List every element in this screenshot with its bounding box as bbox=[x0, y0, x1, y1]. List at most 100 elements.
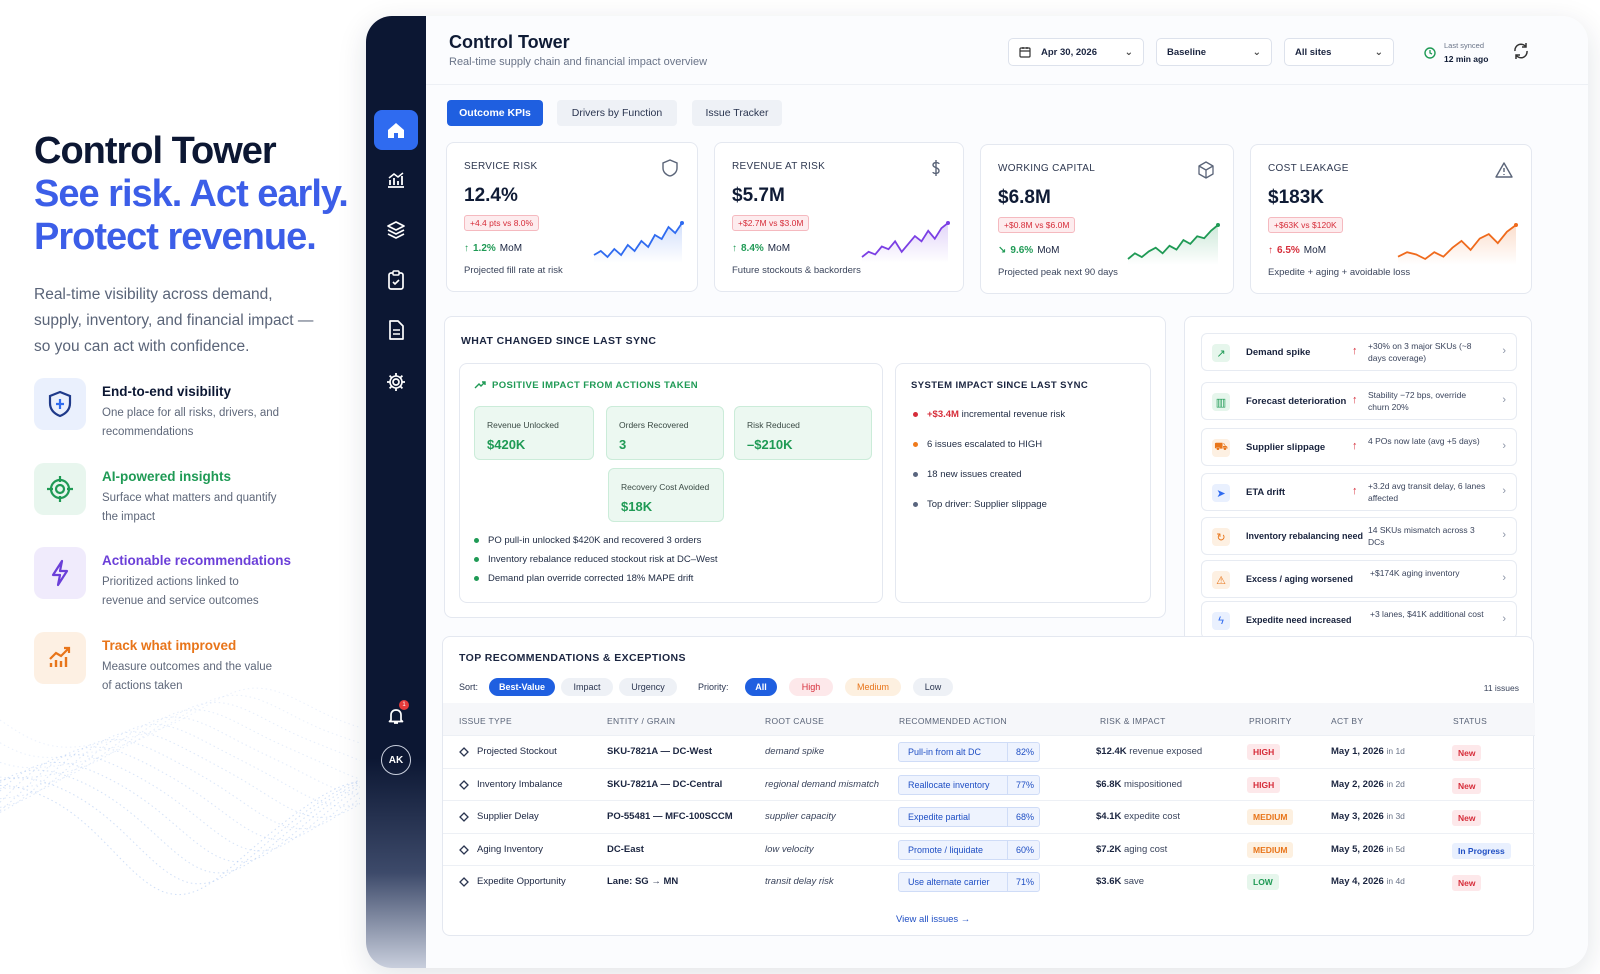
driver-alert[interactable]: ▥ Forecast deterioration ↑ Stability −72… bbox=[1201, 382, 1517, 420]
sort-best-value[interactable]: Best-Value bbox=[489, 678, 555, 696]
priority-medium[interactable]: Medium bbox=[845, 678, 901, 696]
table-row[interactable]: Inventory Imbalance SKU-7821A — DC-Centr… bbox=[443, 767, 1535, 800]
view-all-link[interactable]: View all issues → bbox=[896, 914, 971, 925]
tab-issue-tracker[interactable]: Issue Tracker bbox=[692, 100, 782, 126]
alert-up-arrow: ↑ bbox=[1352, 345, 1358, 357]
status-badge: New bbox=[1452, 777, 1482, 794]
avatar-initials: AK bbox=[388, 754, 404, 766]
column-header[interactable]: ENTITY / GRAIN bbox=[607, 716, 676, 726]
bullet-text: PO pull-in unlocked $420K and recovered … bbox=[488, 535, 702, 546]
priority-badge: LOW bbox=[1247, 874, 1279, 890]
kpi-card[interactable]: WORKING CAPITAL $6.8M +$0.8M vs $6.0M ↘ 9… bbox=[980, 144, 1234, 294]
column-header[interactable]: RISK & IMPACT bbox=[1100, 716, 1166, 726]
table-row[interactable]: Supplier Delay PO-55481 — MFC-100SCCM su… bbox=[443, 800, 1535, 832]
tile-label: Orders Recovered bbox=[619, 420, 689, 430]
kpi-card[interactable]: SERVICE RISK 12.4% +4.4 pts vs 8.0% ↑ 1.2… bbox=[446, 142, 698, 292]
driver-alert[interactable]: ϟ Expedite need increased +3 lanes, $41K… bbox=[1201, 601, 1517, 639]
root-cause: regional demand mismatch bbox=[765, 778, 880, 790]
column-header[interactable]: ISSUE TYPE bbox=[459, 716, 512, 726]
nav-settings[interactable] bbox=[374, 362, 418, 402]
sites-select[interactable]: All sites ⌄ bbox=[1284, 38, 1394, 66]
priority-high[interactable]: High bbox=[789, 678, 833, 696]
driver-alert[interactable]: ⚠ Excess / aging worsened +$174K aging i… bbox=[1201, 560, 1517, 598]
priority-low[interactable]: Low bbox=[913, 678, 953, 696]
refresh-icon bbox=[1514, 43, 1528, 59]
recommended-action-button[interactable]: Reallocate inventory 77% bbox=[898, 774, 1040, 795]
date-picker[interactable]: Apr 30, 2026 ⌄ bbox=[1008, 38, 1144, 66]
driver-alert[interactable]: ⛟ Supplier slippage ↑ 4 POs now late (av… bbox=[1201, 428, 1517, 466]
alert-detail: +3.2d avg transit delay, 6 lanes affecte… bbox=[1368, 481, 1486, 503]
recommended-action-button[interactable]: Promote / liquidate 60% bbox=[898, 839, 1040, 860]
action-label: Promote / liquidate bbox=[908, 844, 984, 855]
chevron-down-icon: ⌄ bbox=[1124, 46, 1133, 58]
driver-alert[interactable]: ➤ ETA drift ↑ +3.2d avg transit delay, 6… bbox=[1201, 473, 1517, 511]
trend-icon: ↗ bbox=[1212, 344, 1230, 362]
column-header[interactable]: RECOMMENDED ACTION bbox=[899, 716, 1007, 726]
driver-alert[interactable]: ↗ Demand spike ↑ +30% on 3 major SKUs (~… bbox=[1201, 333, 1517, 371]
sort-urgency[interactable]: Urgency bbox=[619, 678, 677, 696]
notification-badge: 1 bbox=[399, 700, 409, 710]
trend-icon bbox=[474, 381, 486, 389]
column-header[interactable]: PRIORITY bbox=[1249, 716, 1292, 726]
tab-drivers[interactable]: Drivers by Function bbox=[557, 100, 677, 126]
nav-reports[interactable] bbox=[374, 310, 418, 350]
nav-home[interactable] bbox=[374, 110, 418, 150]
bell-icon bbox=[388, 709, 404, 724]
system-item: +$3.4M incremental revenue risk bbox=[913, 409, 1065, 420]
alert-detail: 4 POs now late (avg +5 days) bbox=[1368, 436, 1480, 446]
tab-outcome-kpis[interactable]: Outcome KPIs bbox=[447, 100, 543, 126]
recommended-action-button[interactable]: Expedite partial 68% bbox=[898, 807, 1040, 827]
home-icon bbox=[388, 123, 404, 138]
hero-description: Real-time visibility across demand, supp… bbox=[34, 286, 314, 355]
risk-value: $7.2K bbox=[1096, 843, 1122, 855]
kpi-card[interactable]: REVENUE AT RISK $5.7M +$2.7M vs $3.0M ↑ 8… bbox=[714, 142, 964, 292]
column-header[interactable]: STATUS bbox=[1453, 716, 1488, 726]
driver-alert[interactable]: ↻ Inventory rebalancing need 14 SKUs mis… bbox=[1201, 517, 1517, 555]
alert-name: Expedite need increased bbox=[1246, 615, 1352, 625]
table-row[interactable]: Aging Inventory DC-East low velocity Pro… bbox=[443, 832, 1535, 865]
alert-detail: +$174K aging inventory bbox=[1370, 568, 1460, 578]
feature-title: AI-powered insights bbox=[102, 469, 232, 484]
action-label: Use alternate carrier bbox=[908, 877, 990, 887]
mom-pct: 6.5% bbox=[1277, 245, 1300, 256]
tile-value: –$210K bbox=[747, 437, 793, 452]
scenario-select[interactable]: Baseline ⌄ bbox=[1156, 38, 1272, 66]
avatar[interactable]: AK bbox=[381, 745, 411, 775]
refresh-button[interactable] bbox=[1512, 42, 1532, 62]
hero-tagline-1: See risk. Act early. bbox=[34, 173, 349, 215]
alert-detail: 14 SKUs mismatch across 3 DCs bbox=[1368, 525, 1475, 547]
nav-analytics[interactable] bbox=[374, 160, 418, 200]
sort-impact[interactable]: Impact bbox=[561, 678, 613, 696]
feature-title: Actionable recommendations bbox=[102, 553, 292, 568]
feature-recommendations: Actionable recommendations Prioritized a… bbox=[34, 547, 344, 617]
recommended-action-button[interactable]: Pull-in from alt DC 82% bbox=[898, 742, 1040, 762]
table-row[interactable]: Expedite Opportunity Lane: SG → MN trans… bbox=[443, 865, 1535, 897]
risk-note: save bbox=[1124, 876, 1145, 887]
box-icon bbox=[1198, 161, 1214, 179]
column-header[interactable]: ROOT CAUSE bbox=[765, 716, 825, 726]
main-content: Control Tower Real-time supply chain and… bbox=[426, 16, 1588, 968]
mom-pct: 8.4% bbox=[741, 243, 764, 254]
layers-icon bbox=[387, 221, 405, 239]
due-in: in 1d bbox=[1386, 746, 1405, 756]
root-cause: low velocity bbox=[765, 843, 814, 855]
app-window: 1 AK Control Tower Real-time supply chai… bbox=[366, 16, 1588, 968]
feature-desc: Surface what matters and quantify the im… bbox=[102, 492, 277, 523]
decorative-waves bbox=[0, 687, 360, 896]
notifications-button[interactable]: 1 bbox=[374, 696, 418, 736]
date-text: May 2, 2026 bbox=[1331, 778, 1384, 790]
nav-layers[interactable] bbox=[374, 210, 418, 250]
priority-all[interactable]: All bbox=[745, 678, 777, 696]
act-by-date: May 3, 2026 in 3d bbox=[1331, 811, 1405, 822]
column-header[interactable]: ACT BY bbox=[1331, 716, 1364, 726]
what-changed-title: WHAT CHANGED SINCE LAST SYNC bbox=[461, 335, 657, 347]
recommended-action-button[interactable]: Use alternate carrier 71% bbox=[898, 872, 1040, 892]
tile-risk-reduced: Risk Reduced –$210K bbox=[734, 406, 872, 460]
chevron-down-icon: ⌄ bbox=[1374, 46, 1383, 58]
navigation-icon: ➤ bbox=[1212, 484, 1230, 502]
document-icon bbox=[389, 320, 404, 340]
kpi-card[interactable]: COST LEAKAGE $183K +$63K vs $120K ↑ 6.5% M… bbox=[1250, 144, 1532, 294]
nav-tasks[interactable] bbox=[374, 260, 418, 300]
table-row[interactable]: Projected Stockout SKU-7821A — DC-West d… bbox=[443, 735, 1535, 767]
alert-name: Forecast deterioration bbox=[1246, 396, 1347, 407]
